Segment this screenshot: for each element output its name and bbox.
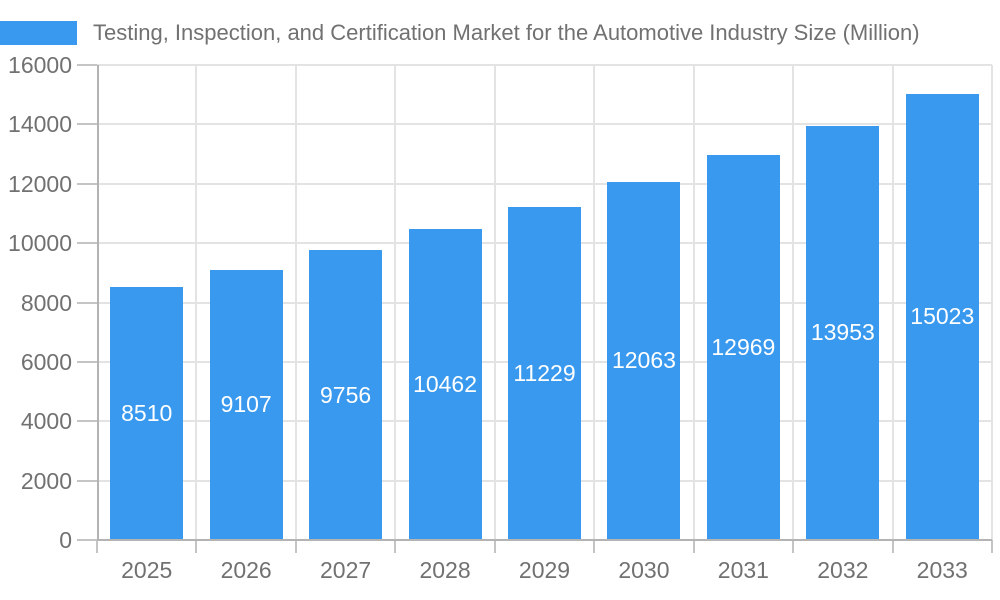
gridline-horizontal [97, 123, 992, 126]
y-axis-tick [77, 242, 97, 245]
x-axis-label: 2029 [518, 557, 571, 583]
x-axis-tick [493, 540, 496, 553]
x-axis-label: 2027 [320, 557, 372, 583]
y-axis-label: 12000 [8, 170, 72, 197]
y-axis-line [97, 65, 99, 540]
y-axis-tick [77, 301, 97, 304]
bar-2028[interactable]: 10462 [408, 229, 482, 540]
gridline-vertical [991, 65, 993, 540]
x-axis-label: 2032 [817, 557, 869, 583]
gridline-horizontal [97, 64, 992, 66]
bar-2032[interactable]: 13953 [806, 125, 880, 540]
bar-2031[interactable]: 12969 [706, 154, 780, 540]
y-axis-tick [77, 64, 97, 66]
bar-value-label: 12063 [611, 347, 676, 374]
bar-value-label: 15023 [910, 303, 975, 330]
y-axis-label: 6000 [20, 348, 72, 375]
chart-title: Testing, Inspection, and Certification M… [93, 20, 920, 45]
bar-2026[interactable]: 9107 [209, 269, 283, 540]
bar-2025[interactable]: 8510 [110, 287, 184, 540]
x-axis-tick [96, 540, 98, 553]
legend-swatch [0, 21, 77, 45]
y-axis-tick [77, 123, 97, 126]
y-axis-label: 2000 [20, 467, 72, 494]
y-axis-label: 10000 [8, 230, 72, 257]
y-axis-label: 0 [59, 527, 72, 553]
y-axis-tick [77, 539, 97, 541]
bar-value-label: 13953 [810, 319, 875, 346]
bar-value-label: 10462 [413, 371, 478, 398]
x-axis-tick [991, 540, 993, 553]
x-axis-label: 2028 [419, 557, 471, 583]
y-axis-tick [77, 479, 97, 482]
x-axis-tick [394, 540, 397, 553]
bar-value-label: 12969 [711, 333, 776, 360]
bar-2030[interactable]: 12063 [607, 181, 681, 540]
gridline-horizontal [97, 182, 992, 185]
bar-value-label: 9756 [320, 381, 372, 408]
y-axis-label: 4000 [20, 408, 72, 435]
x-axis-label: 2033 [916, 557, 968, 583]
x-axis-tick [294, 540, 297, 553]
y-axis-tick [77, 182, 97, 185]
plot-area: 8510 9107 9756 10462 11229 12063 12969 13953 150… [97, 64, 993, 541]
x-axis-tick [792, 540, 795, 553]
x-axis-tick [195, 540, 198, 553]
x-axis-line [97, 539, 992, 541]
bar-value-label: 9107 [220, 391, 272, 418]
bar-value-label: 8510 [121, 400, 173, 427]
y-axis-tick [77, 360, 97, 363]
x-axis-tick [593, 540, 596, 553]
x-axis-label: 2026 [220, 557, 272, 583]
bar-2033[interactable]: 15023 [905, 94, 979, 540]
bar-2029[interactable]: 11229 [508, 206, 581, 540]
x-axis-label: 2031 [717, 557, 769, 583]
x-axis-tick [692, 540, 695, 553]
y-axis-label: 14000 [8, 111, 72, 138]
bar-value-label: 11229 [513, 359, 576, 386]
x-axis-tick [891, 540, 894, 553]
y-axis-label: 16000 [8, 52, 72, 78]
y-axis-label: 8000 [20, 289, 72, 316]
x-axis-label: 2025 [121, 557, 173, 583]
y-axis-tick [77, 420, 97, 423]
x-axis-label: 2030 [618, 557, 670, 583]
bar-2027[interactable]: 9756 [309, 250, 383, 540]
